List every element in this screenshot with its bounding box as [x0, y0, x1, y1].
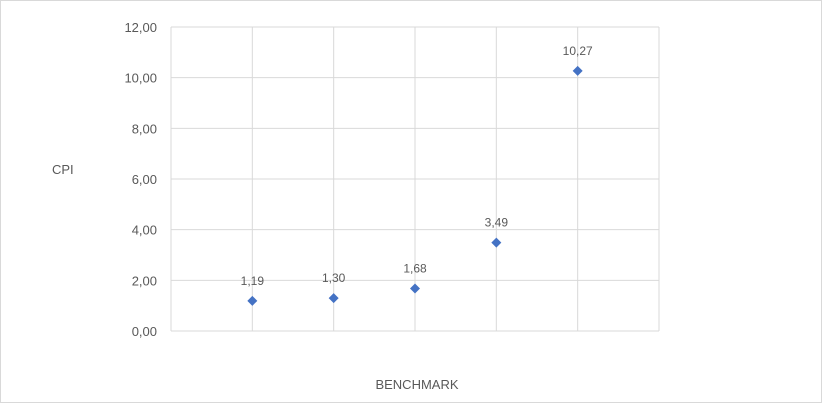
data-points [247, 65, 583, 306]
data-label: 1,68 [403, 261, 427, 275]
y-tick-label: 6,00 [132, 172, 157, 187]
y-tick-label: 8,00 [132, 121, 157, 136]
vertical-gridlines [170, 27, 660, 331]
y-tick-label: 10,00 [124, 71, 157, 86]
data-point [247, 295, 258, 306]
y-axis-title: CPI [52, 162, 74, 177]
data-labels: 1,19 1,30 1,68 3,49 10,27 [241, 44, 593, 288]
data-point [328, 293, 339, 304]
data-label: 1,19 [241, 274, 265, 288]
x-axis-title: BENCHMARK [375, 377, 459, 392]
data-point [410, 283, 420, 294]
data-label: 3,49 [485, 216, 509, 230]
data-point [491, 237, 502, 248]
y-tick-label: 4,00 [132, 223, 157, 238]
y-tick-label: 12,00 [124, 20, 157, 35]
y-axis-tick-labels: 0,00 2,00 4,00 6,00 8,00 10,00 12,00 [124, 20, 157, 339]
data-point [572, 65, 583, 76]
y-tick-label: 0,00 [132, 324, 157, 339]
data-label: 1,30 [322, 271, 346, 285]
data-label: 10,27 [563, 44, 593, 58]
y-tick-label: 2,00 [132, 273, 157, 288]
